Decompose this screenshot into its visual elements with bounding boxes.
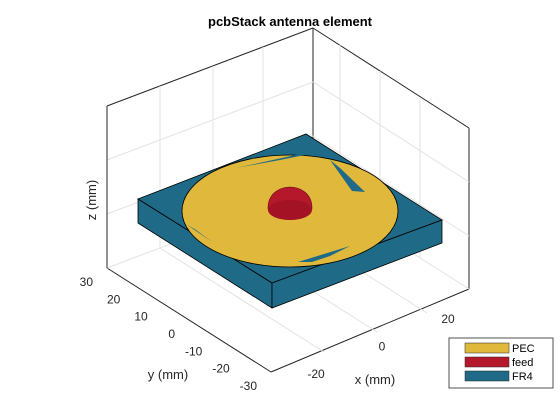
y-tick-label: 20 [107,292,121,306]
grid-line [106,81,314,161]
pec-slot [186,224,212,242]
legend-label-fr4: FR4 [512,371,533,383]
legend-label-pec: PEC [512,343,535,355]
pec-slot [298,246,350,262]
x-axis-ticks: -20 0 20 [307,312,455,381]
x-axis-label: x (mm) [355,372,395,387]
y-tick-label: 0 [168,327,175,341]
y-axis-label: y (mm) [148,367,188,382]
axes-box [106,27,470,373]
feed-base [268,200,312,220]
grid-line [312,135,470,237]
legend: PEC feed FR4 [448,337,554,389]
pec-slot [236,150,330,168]
x-tick-label: 0 [379,340,386,354]
y-tick-label: 10 [134,310,148,324]
legend-swatch-fr4 [464,370,510,382]
chart-title: pcbStack antenna element [208,14,373,29]
y-tick-label: 30 [80,275,94,289]
pec-slot [330,160,365,192]
back-edge-top [106,27,314,107]
x-tick-label: -20 [307,367,325,381]
grid-line [312,81,470,183]
substrate-right-face [271,219,443,309]
y-tick-label: -20 [212,362,230,376]
feed [267,186,313,220]
x-tick-label: 20 [441,312,455,326]
z-axis-label: z (mm) [84,180,99,220]
y-axis-ticks: 30 20 10 0 -10 -20 -30 [80,275,258,393]
back-edge-top-right [312,27,470,129]
floor-edge-front-right [270,288,470,373]
y-tick-label: -30 [240,379,258,393]
legend-swatch-pec [464,342,510,354]
legend-label-feed: feed [512,357,533,369]
legend-swatch-feed [464,356,510,368]
y-tick-label: -10 [185,344,203,358]
floor-edge-front-left [106,267,272,373]
grid-line [159,247,325,353]
